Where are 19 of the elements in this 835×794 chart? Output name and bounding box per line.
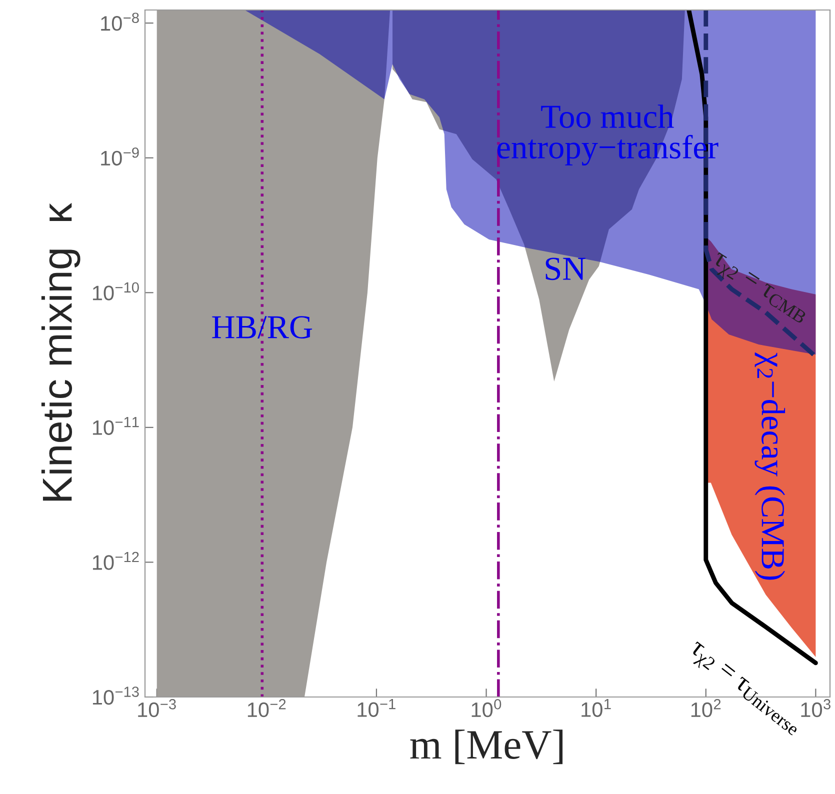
x-tick-label: 10$^{1}$ <box>582 699 611 717</box>
x-tick-label: 10$^{−3}$ <box>138 699 176 718</box>
y-tick-label: 10$^{−13}$ <box>92 686 139 705</box>
x-tick-label: 10$^{−2}$ <box>248 699 286 718</box>
y-axis-title: Kinetic mixing κ <box>41 202 80 501</box>
annotation: τ$_{χ2}$ = τ$_{CMB}$ <box>708 252 809 328</box>
y-tick-label: 10$^{−9}$ <box>101 147 139 166</box>
y-tick-label: 10$^{−10}$ <box>92 282 139 300</box>
x-tick-label: 10$^{3}$ <box>801 699 830 718</box>
annotation: HB/RG <box>212 316 312 338</box>
y-tick-label: 10$^{−8}$ <box>101 12 139 31</box>
annotation: χ$_{2}$−decay (CMB) <box>754 352 786 580</box>
x-tick-label: 10$^{−1}$ <box>358 699 396 717</box>
y-tick-label: 10$^{−11}$ <box>92 417 139 435</box>
annotation: SN <box>546 258 586 280</box>
x-axis-title: m [MeV] <box>410 730 563 764</box>
y-tick-label: 10$^{−12}$ <box>92 552 139 570</box>
x-tick-label: 10$^{2}$ <box>691 699 721 718</box>
x-tick-label: 10$^{0}$ <box>472 699 502 718</box>
